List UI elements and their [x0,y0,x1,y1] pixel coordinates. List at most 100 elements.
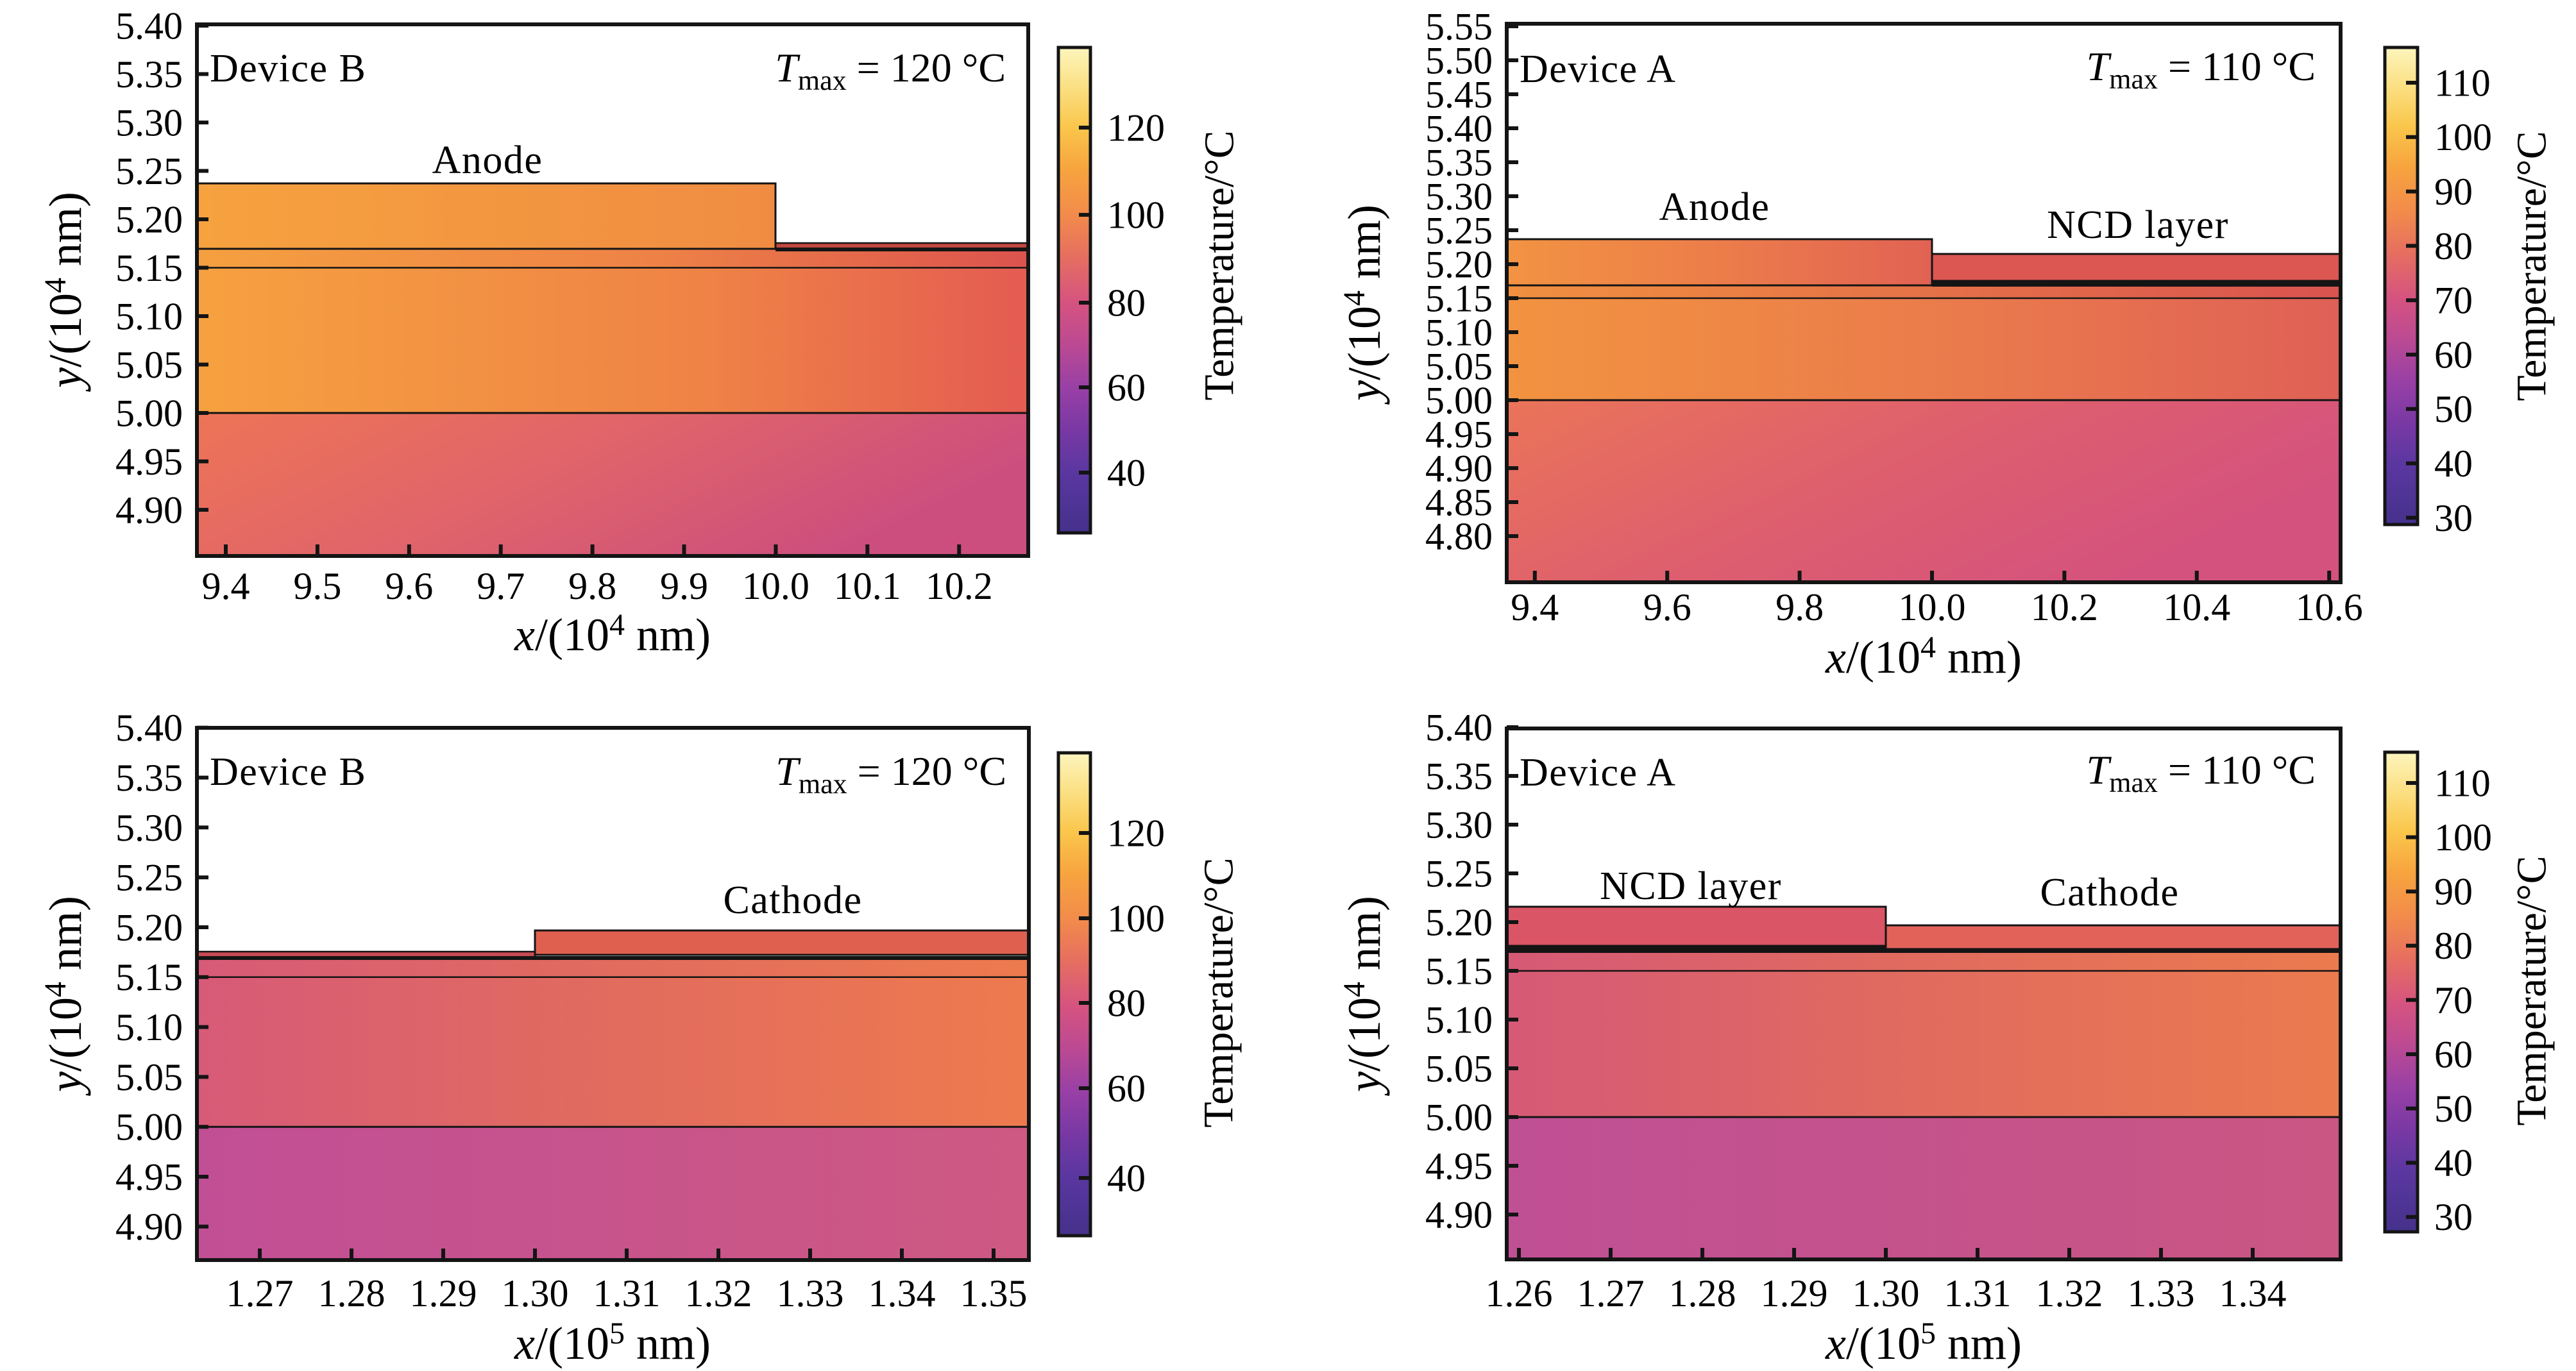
svg-text:NCD layer: NCD layer [1600,864,1782,908]
svg-text:Device A: Device A [1520,751,1676,795]
svg-text:Temperature/°C: Temperature/°C [2509,855,2555,1125]
svg-text:5.45: 5.45 [1425,73,1493,115]
svg-text:10.0: 10.0 [742,565,809,607]
svg-text:Tmax = 120 °C: Tmax = 120 °C [775,748,1006,800]
svg-text:5.00: 5.00 [115,1106,183,1148]
svg-text:80: 80 [2434,925,2473,967]
svg-text:4.90: 4.90 [1425,1193,1493,1236]
svg-text:60: 60 [1107,366,1146,408]
svg-text:1.35: 1.35 [960,1272,1028,1315]
svg-text:120: 120 [1107,106,1165,149]
svg-text:Anode: Anode [432,139,543,182]
svg-text:30: 30 [2434,497,2473,539]
svg-text:10.2: 10.2 [926,565,993,607]
svg-text:9.8: 9.8 [1775,586,1824,628]
svg-text:4.80: 4.80 [1425,515,1493,557]
svg-text:Anode: Anode [1659,185,1770,229]
svg-text:9.4: 9.4 [1511,586,1559,628]
svg-text:80: 80 [1107,982,1146,1024]
svg-text:5.20: 5.20 [115,198,183,240]
svg-text:70: 70 [2434,280,2473,322]
svg-text:5.20: 5.20 [1425,243,1493,285]
svg-text:60: 60 [2434,333,2473,376]
svg-text:1.28: 1.28 [318,1272,386,1315]
svg-text:50: 50 [2434,388,2473,430]
svg-text:30: 30 [2434,1196,2473,1238]
svg-text:5.25: 5.25 [1425,852,1493,895]
svg-text:4.85: 4.85 [1425,481,1493,523]
svg-text:1.33: 1.33 [777,1272,844,1315]
svg-text:1.27: 1.27 [1577,1272,1645,1315]
svg-text:5.35: 5.35 [1425,755,1493,797]
svg-text:5.40: 5.40 [115,707,183,749]
svg-text:Device A: Device A [1520,47,1676,91]
svg-text:1.31: 1.31 [1944,1272,2012,1315]
svg-text:Temperature/°C: Temperature/°C [1196,130,1243,400]
svg-text:10.0: 10.0 [1899,586,1966,628]
svg-text:Cathode: Cathode [2040,871,2179,914]
svg-text:5.00: 5.00 [1425,1096,1493,1138]
svg-text:5.40: 5.40 [1425,706,1493,748]
svg-text:9.9: 9.9 [660,565,708,607]
svg-text:4.90: 4.90 [1425,447,1493,489]
svg-text:5.00: 5.00 [115,392,183,434]
svg-text:9.7: 9.7 [477,565,525,607]
svg-text:9.6: 9.6 [1643,586,1691,628]
svg-text:5.20: 5.20 [1425,901,1493,943]
svg-text:110: 110 [2434,762,2491,804]
svg-text:1.32: 1.32 [2036,1272,2103,1315]
svg-text:1.34: 1.34 [869,1272,936,1315]
svg-text:5.15: 5.15 [1425,277,1493,319]
svg-text:1.28: 1.28 [1669,1272,1736,1315]
svg-text:5.35: 5.35 [115,757,183,799]
svg-text:Device B: Device B [210,750,366,794]
svg-text:1.31: 1.31 [593,1272,661,1315]
svg-text:9.4: 9.4 [202,565,250,607]
svg-text:5.25: 5.25 [115,150,183,192]
svg-text:5.25: 5.25 [1425,209,1493,251]
svg-text:90: 90 [2434,871,2473,913]
svg-text:5.20: 5.20 [115,906,183,948]
svg-text:100: 100 [1107,194,1165,236]
svg-text:Tmax = 120 °C: Tmax = 120 °C [775,45,1006,96]
svg-text:60: 60 [2434,1033,2473,1075]
svg-text:5.30: 5.30 [1425,803,1493,846]
svg-text:1.29: 1.29 [1761,1272,1828,1315]
svg-text:5.00: 5.00 [1425,379,1493,421]
svg-text:5.30: 5.30 [115,101,183,144]
svg-text:9.5: 9.5 [293,565,341,607]
svg-text:5.40: 5.40 [115,4,183,47]
svg-text:110: 110 [2434,62,2491,104]
svg-text:80: 80 [2434,225,2473,267]
svg-text:1.30: 1.30 [502,1272,569,1315]
svg-text:60: 60 [1107,1067,1146,1109]
svg-text:5.35: 5.35 [1425,141,1493,183]
svg-text:Cathode: Cathode [723,879,862,922]
svg-text:1.34: 1.34 [2219,1272,2287,1315]
svg-text:5.10: 5.10 [115,1006,183,1048]
svg-text:4.90: 4.90 [115,489,183,531]
svg-text:5.10: 5.10 [115,295,183,337]
svg-text:Temperature/°C: Temperature/°C [2509,131,2555,401]
svg-text:100: 100 [1107,897,1165,939]
svg-text:10.1: 10.1 [834,565,901,607]
svg-text:5.15: 5.15 [115,956,183,998]
svg-text:5.05: 5.05 [115,1056,183,1098]
svg-text:Device B: Device B [210,47,366,90]
svg-text:40: 40 [1107,451,1146,494]
svg-text:5.15: 5.15 [115,247,183,289]
svg-text:4.90: 4.90 [115,1206,183,1248]
svg-text:Tmax = 110 °C: Tmax = 110 °C [2087,44,2316,95]
svg-text:1.26: 1.26 [1486,1272,1553,1315]
svg-text:10.2: 10.2 [2031,586,2098,628]
svg-text:5.30: 5.30 [1425,175,1493,217]
svg-text:1.32: 1.32 [685,1272,752,1315]
svg-text:10.4: 10.4 [2163,586,2230,628]
svg-text:5.05: 5.05 [115,344,183,386]
svg-text:5.30: 5.30 [115,807,183,849]
svg-text:5.05: 5.05 [1425,1047,1493,1089]
svg-text:Tmax = 110 °C: Tmax = 110 °C [2087,747,2316,798]
svg-text:10.6: 10.6 [2296,586,2363,628]
svg-text:5.35: 5.35 [115,53,183,96]
svg-text:9.8: 9.8 [568,565,616,607]
